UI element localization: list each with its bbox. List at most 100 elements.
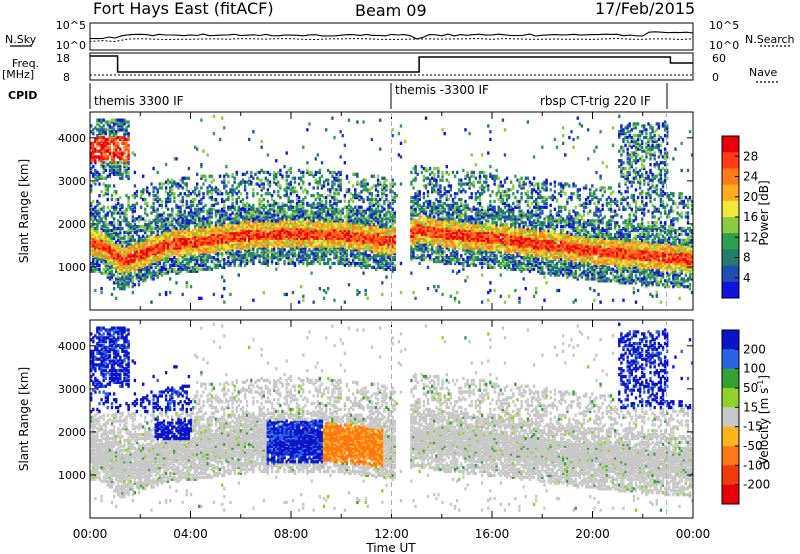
power-cell	[171, 263, 174, 267]
power-cell	[362, 271, 365, 275]
power-cell	[171, 192, 174, 196]
power-cell	[196, 265, 199, 269]
power-cell	[100, 155, 103, 159]
power-cell	[173, 228, 176, 233]
power-cell	[102, 161, 105, 165]
power-cell	[354, 221, 357, 225]
power-cell	[270, 240, 274, 244]
power-cell	[235, 170, 238, 175]
power-cell	[112, 246, 116, 250]
power-cell	[308, 254, 311, 258]
power-cell	[100, 176, 103, 180]
power-cell	[117, 250, 120, 254]
power-cell	[241, 254, 245, 258]
power-cell	[339, 178, 342, 182]
power-cell	[152, 273, 155, 277]
power-cell	[117, 238, 120, 242]
power-cell	[431, 176, 434, 180]
power-cell	[185, 215, 188, 219]
power-cell	[194, 246, 197, 250]
power-cell	[148, 221, 151, 225]
power-cell	[277, 184, 280, 188]
power-cell	[312, 211, 315, 215]
power-cell	[412, 221, 415, 225]
power-cell	[158, 254, 161, 258]
power-cell	[112, 134, 116, 138]
power-cell	[162, 250, 166, 254]
power-cell	[98, 124, 101, 128]
power-cell	[102, 143, 105, 147]
power-cell	[92, 217, 95, 221]
power-cell	[144, 236, 147, 240]
power-cell	[148, 267, 151, 271]
power-cell	[137, 271, 141, 275]
power-cell	[104, 141, 107, 145]
power-cell	[312, 194, 315, 198]
power-cell	[166, 244, 170, 248]
power-cell	[169, 244, 172, 248]
power-cell	[133, 263, 137, 267]
beam-title: Beam 09	[355, 1, 427, 20]
power-cell	[414, 219, 417, 223]
power-cell	[366, 195, 369, 200]
power-cell	[117, 170, 120, 175]
power-cell	[112, 263, 116, 267]
power-cell	[104, 128, 107, 132]
power-cell	[125, 137, 128, 142]
power-cell	[310, 259, 313, 264]
power-cell	[164, 248, 168, 252]
power-cell	[121, 257, 124, 262]
power-cell	[146, 201, 149, 206]
power-cell	[106, 188, 109, 192]
power-cell	[337, 230, 340, 235]
power-cell	[121, 271, 124, 275]
power-cell	[181, 236, 184, 240]
power-cell	[341, 219, 344, 223]
power-cell	[196, 147, 199, 151]
power-cell	[131, 207, 134, 211]
power-cell	[329, 265, 332, 269]
power-cell	[121, 275, 124, 279]
power-cell	[117, 283, 120, 287]
power-cell	[183, 232, 186, 237]
power-cell	[127, 205, 130, 209]
power-cell	[139, 190, 143, 194]
power-cell	[360, 180, 363, 184]
power-cell	[106, 122, 109, 126]
power-cell	[175, 242, 178, 246]
power-cell	[212, 197, 216, 202]
power-cell	[422, 174, 426, 178]
power-cell	[121, 128, 124, 132]
power-cell	[121, 205, 124, 209]
power-cell	[127, 232, 130, 237]
power-cell	[119, 254, 122, 258]
power-cell	[212, 188, 216, 192]
power-cell	[164, 236, 168, 240]
power-cell	[162, 211, 166, 215]
power-cell	[383, 176, 386, 180]
power-cell	[376, 221, 380, 225]
power-cell	[185, 221, 188, 225]
power-cell	[94, 244, 97, 248]
power-cell	[426, 176, 430, 180]
power-cell	[426, 190, 430, 194]
power-cell	[100, 242, 103, 246]
power-cell	[96, 213, 99, 217]
power-cell	[354, 188, 357, 192]
power-cell	[162, 238, 166, 242]
power-cell	[139, 263, 143, 267]
power-cell	[127, 223, 130, 227]
power-cell	[164, 199, 168, 204]
power-cell	[96, 170, 99, 175]
power-cell	[206, 265, 209, 269]
power-cell	[316, 153, 319, 157]
power-cell	[94, 250, 97, 254]
power-cell	[283, 254, 286, 258]
power-cell	[104, 221, 107, 225]
power-cell	[202, 174, 205, 178]
power-cell	[131, 246, 134, 250]
power-cell	[123, 279, 126, 283]
power-cell	[187, 238, 191, 242]
power-cell	[187, 205, 191, 209]
power-cell	[129, 244, 132, 248]
